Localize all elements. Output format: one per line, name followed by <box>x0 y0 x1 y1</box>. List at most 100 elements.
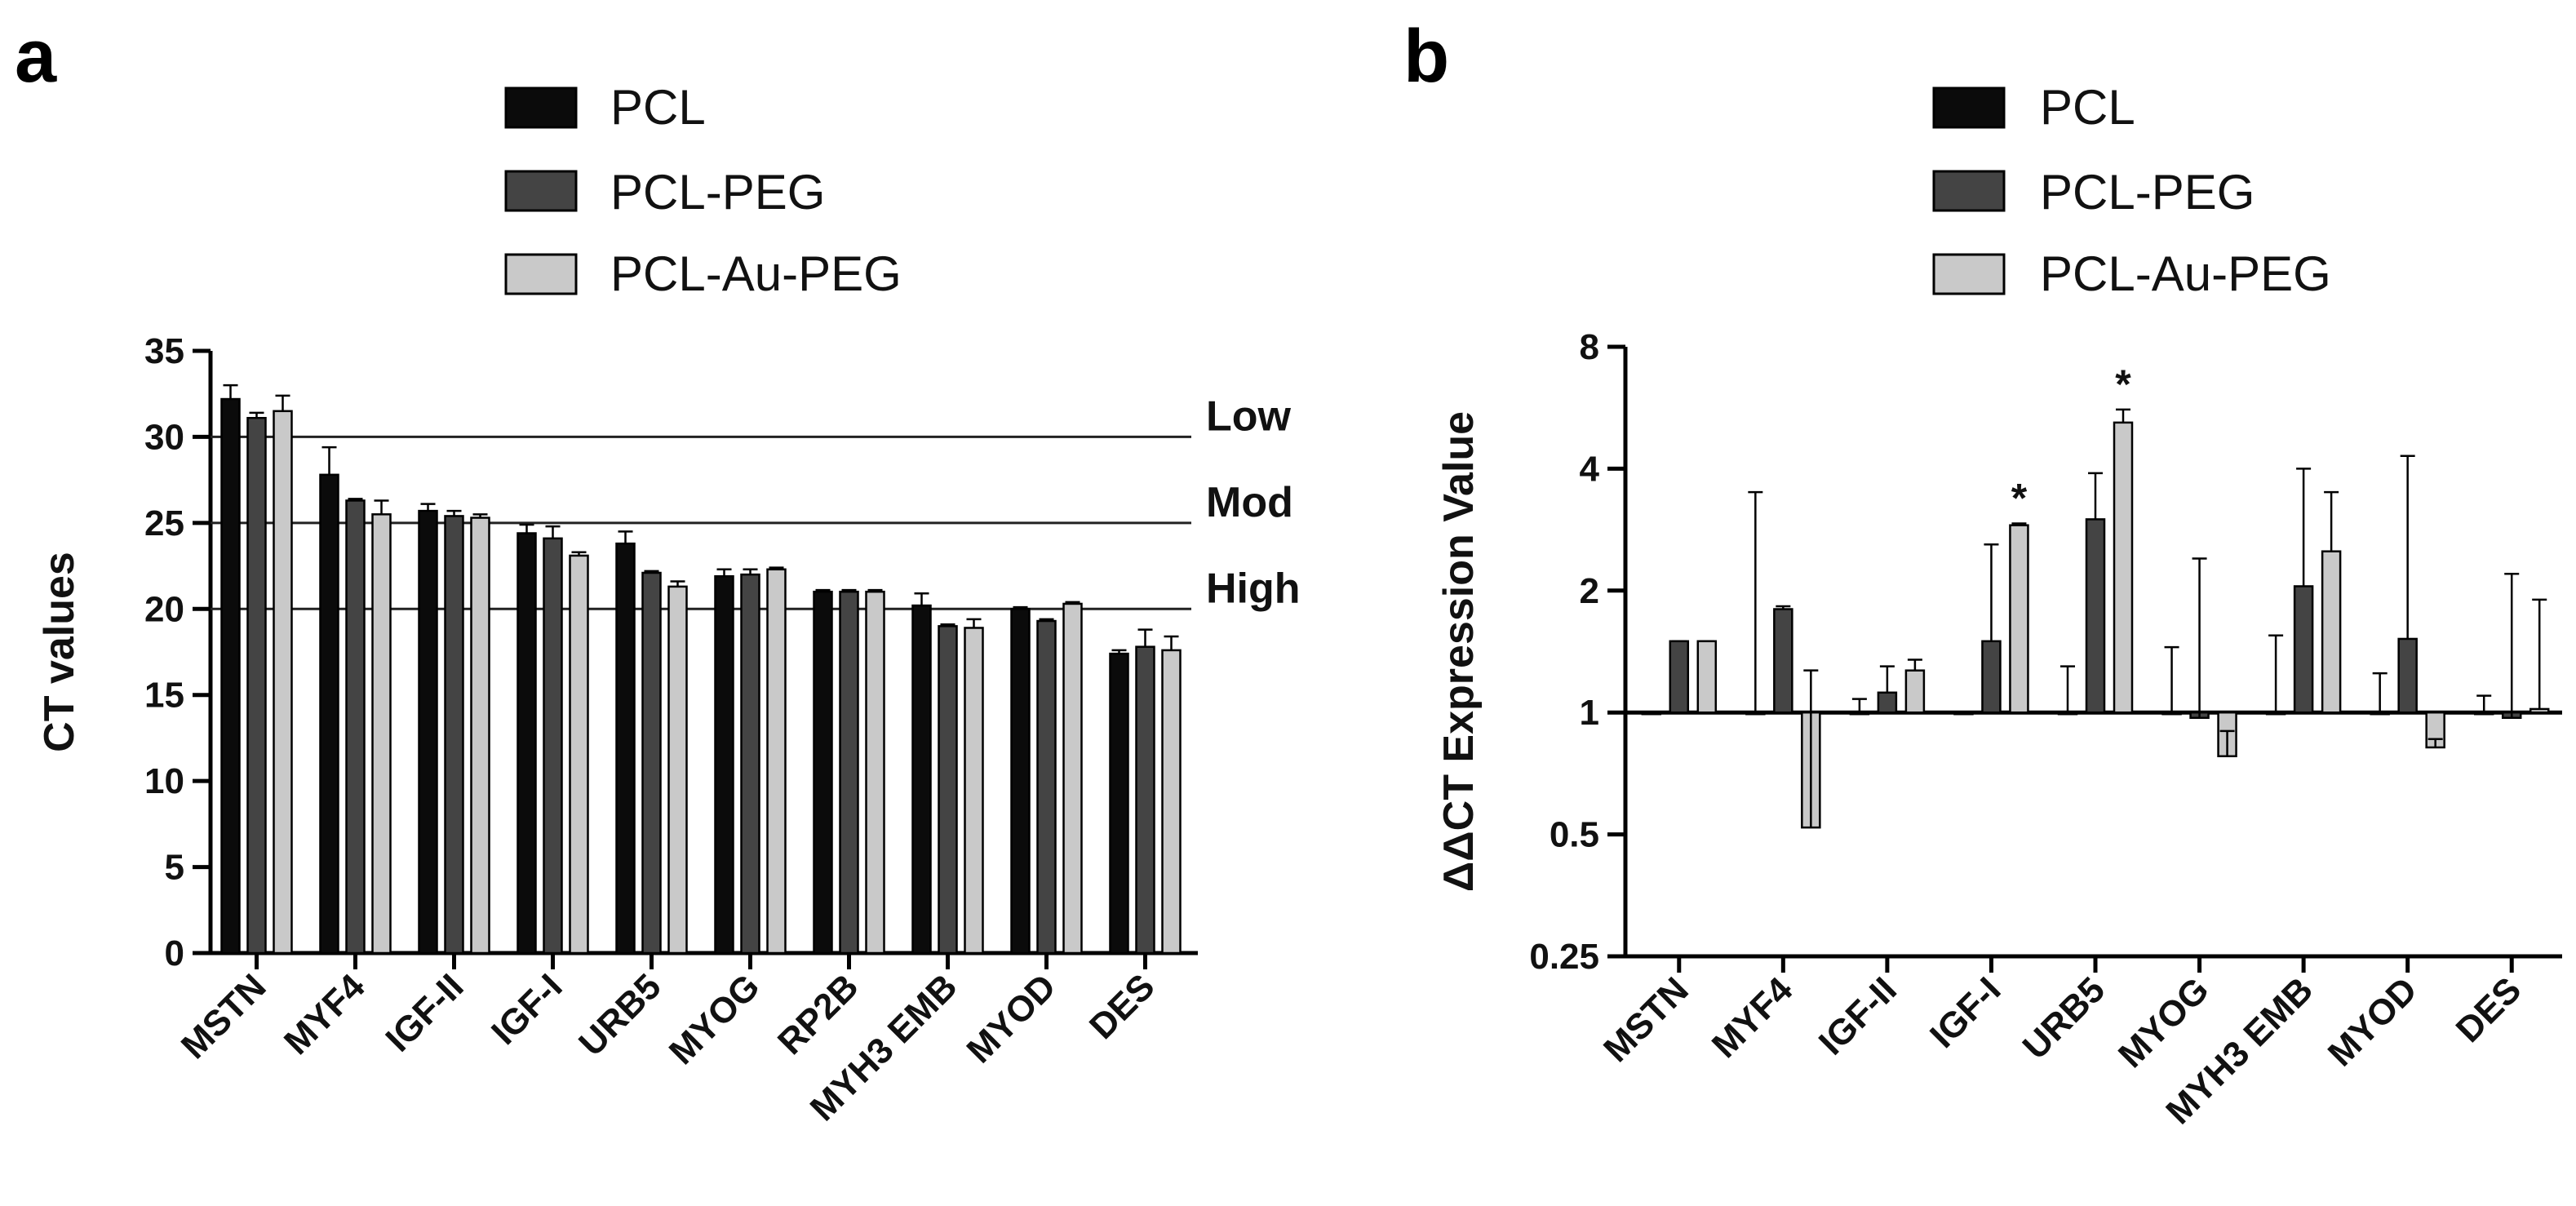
chart-a-bar-igf-i-pcl <box>517 532 537 955</box>
chart-a-bar-myod-pcl-au-peg <box>1062 602 1083 955</box>
chart-a-ytick-label: 25 <box>144 503 184 543</box>
chart-b-ytick-label: 4 <box>1580 449 1600 489</box>
legend-b-swatch-pcl-au-peg <box>1932 253 2006 295</box>
chart-a-category-label-mstn: MSTN <box>174 966 274 1066</box>
legend-a-swatch-pcl-peg <box>504 170 578 212</box>
chart-a-bar-igf-ii-pcl-peg <box>444 515 464 955</box>
chart-b-bar-myog-pcl <box>2161 711 2182 716</box>
chart-b-category-label-mstn: MSTN <box>1596 969 1696 1070</box>
chart-b-significance-star-igf-i: * <box>2011 475 2028 521</box>
chart-b-category-label-des: DES <box>2449 969 2529 1050</box>
chart-b-y-label: ΔΔCT Expression Value <box>1435 411 1483 892</box>
legend-a: PCL PCL-PEG PCL-Au-PEG <box>504 80 902 301</box>
chart-a-bar-myf4-pcl-peg <box>345 499 366 955</box>
chart-a-bar-urb5-pcl-au-peg <box>667 585 688 955</box>
chart-b-ytick-label: 0.25 <box>1529 937 1599 977</box>
chart-a-ytick-label: 5 <box>165 848 184 888</box>
chart-a-bar-mstn-pcl-au-peg <box>273 410 293 955</box>
chart-b-bar-mstn-pcl <box>1641 711 1662 716</box>
chart-b-bar-myf4-pcl <box>1745 711 1766 716</box>
legend-b: PCL PCL-PEG PCL-Au-PEG <box>1932 80 2331 301</box>
legend-a-label-pcl: PCL <box>610 80 706 135</box>
chart-b-bar-des-pcl <box>2473 711 2494 716</box>
chart-b-bar-myh3-emb-pcl-peg <box>2293 585 2314 714</box>
legend-b-label-pcl: PCL <box>2040 80 2135 135</box>
chart-b-bar-myh3-emb-pcl <box>2265 711 2286 716</box>
chart-b-bar-igf-i-pcl-peg <box>1981 640 2002 714</box>
chart-a-category-label-myf4: MYF4 <box>277 966 373 1062</box>
chart-a-bar-igf-i-pcl-peg <box>543 537 563 955</box>
chart-b-category-label-urb5: URB5 <box>2015 969 2113 1066</box>
chart-a-bar-mstn-pcl-peg <box>246 416 267 955</box>
chart-a-ytick-label: 10 <box>144 761 184 801</box>
chart-a-bar-myf4-pcl-au-peg <box>371 513 392 955</box>
chart-a-category-label-urb5: URB5 <box>571 966 668 1063</box>
legend-a-label-pcl-au-peg: PCL-Au-PEG <box>610 246 902 301</box>
legend-b-label-pcl-peg: PCL-PEG <box>2040 165 2255 219</box>
chart-a-bar-myog-pcl-peg <box>740 573 760 955</box>
chart-a-bar-rp2b-pcl-peg <box>839 590 859 955</box>
chart-b-bar-myf4-pcl-peg <box>1773 608 1793 714</box>
chart-b-bar-des-pcl-au-peg <box>2529 707 2550 714</box>
chart-a-bar-igf-ii-pcl <box>418 509 438 955</box>
chart-a-bar-des-pcl-au-peg <box>1161 649 1182 955</box>
chart-a-bar-myh3-emb-pcl <box>911 604 932 955</box>
panel-b-letter: b <box>1403 15 1449 98</box>
chart-a-bar-rp2b-pcl <box>813 590 833 955</box>
legend-b-swatch-pcl-peg <box>1932 170 2006 212</box>
chart-b-bar-myod-pcl-peg <box>2397 637 2418 714</box>
chart-a: 0 5 10 15 20 25 30 35 CT values Low Mod High MSTN MYF… <box>36 331 1301 1128</box>
chart-b-category-label-myog: MYOG <box>2111 969 2217 1075</box>
chart-a-bar-myog-pcl-au-peg <box>766 568 787 955</box>
chart-b-bar-urb5-pcl-peg <box>2085 518 2106 714</box>
chart-a-bar-myod-pcl <box>1010 608 1031 955</box>
chart-b-bar-igf-ii-pcl <box>1849 711 1870 716</box>
chart-a-bar-urb5-pcl <box>615 542 636 955</box>
chart-a-ytick-label: 35 <box>144 331 184 371</box>
chart-a-category-label-igf-ii: IGF-II <box>378 966 471 1059</box>
chart-a-category-label-rp2b: RP2B <box>770 966 867 1062</box>
legend-a-swatch-pcl <box>504 86 578 129</box>
chart-a-bar-myog-pcl <box>714 574 734 955</box>
chart-a-category-label-myod: MYOD <box>960 966 1064 1071</box>
legend-b-swatch-pcl <box>1932 86 2006 129</box>
chart-a-bar-des-pcl <box>1109 652 1129 955</box>
chart-b-bar-myod-pcl <box>2370 711 2390 716</box>
chart-b-ytick-label: 8 <box>1580 327 1599 367</box>
chart-b-category-label-igf-i: IGF-I <box>1922 969 2009 1056</box>
chart-b-ytick-label: 2 <box>1580 571 1599 611</box>
chart-a-bar-igf-i-pcl-au-peg <box>569 554 589 955</box>
chart-a-ref-label-mod: Mod <box>1206 479 1293 526</box>
chart-a-ref-label-high: High <box>1206 565 1301 612</box>
chart-a-y-label: CT values <box>36 552 83 752</box>
chart-a-category-label-igf-i: IGF-I <box>484 966 570 1053</box>
legend-b-label-pcl-au-peg: PCL-Au-PEG <box>2040 246 2331 301</box>
chart-a-category-label-myog: MYOG <box>662 966 768 1072</box>
chart-b-significance-star-urb5: * <box>2115 361 2131 407</box>
chart-a-ytick-label: 20 <box>144 589 184 629</box>
chart-b-bar-igf-i-pcl-au-peg <box>2009 524 2029 714</box>
chart-b-bar-myh3-emb-pcl-au-peg <box>2321 550 2342 714</box>
chart-a-bar-rp2b-pcl-au-peg <box>865 590 885 955</box>
chart-b-bar-mstn-pcl-peg <box>1669 640 1690 714</box>
chart-a-ref-label-low: Low <box>1206 392 1292 440</box>
chart-a-category-label-des: DES <box>1082 966 1163 1047</box>
chart-a-bar-des-pcl-peg <box>1135 645 1155 955</box>
chart-a-ytick-label: 0 <box>165 933 184 973</box>
legend-a-swatch-pcl-au-peg <box>504 253 578 295</box>
chart-a-bar-myod-pcl-peg <box>1036 619 1057 955</box>
chart-a-ytick-label: 15 <box>144 676 184 716</box>
chart-b-bar-urb5-pcl-au-peg <box>2113 421 2134 714</box>
chart-a-bar-myh3-emb-pcl-au-peg <box>964 627 984 955</box>
chart-b: 0.25 0.5 1 2 4 8 ΔΔCT Expression Value MSTN MYF4… <box>1435 327 2562 1132</box>
chart-a-bar-urb5-pcl-peg <box>641 571 662 955</box>
chart-b-ytick-label: 1 <box>1580 693 1599 733</box>
panel-a-letter: a <box>15 15 57 98</box>
chart-b-bar-urb5-pcl <box>2057 711 2078 716</box>
chart-b-category-label-myf4: MYF4 <box>1705 969 1801 1066</box>
chart-b-bar-igf-ii-pcl-peg <box>1877 691 1898 714</box>
chart-b-bar-igf-ii-pcl-au-peg <box>1904 669 1926 714</box>
chart-a-bar-myh3-emb-pcl-peg <box>938 625 958 955</box>
chart-b-category-label-igf-ii: IGF-II <box>1811 969 1904 1062</box>
